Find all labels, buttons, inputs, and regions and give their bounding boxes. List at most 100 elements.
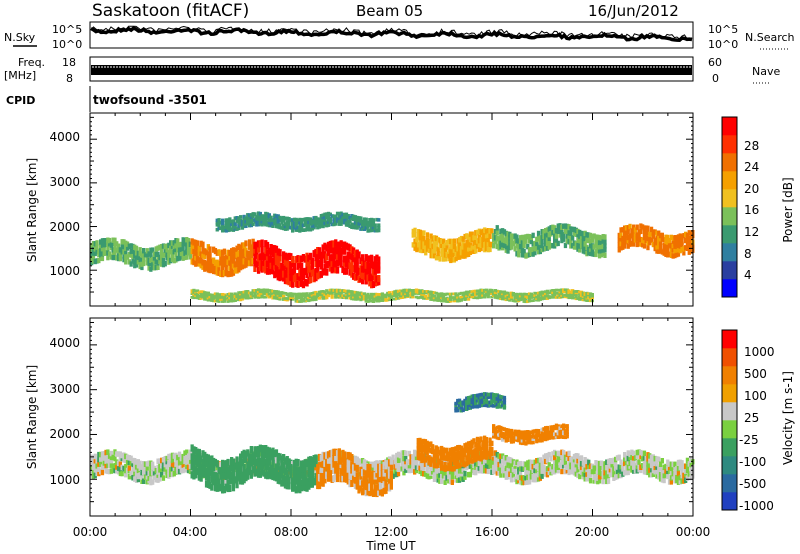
heatmap-cell (545, 294, 550, 298)
heatmap-cell (689, 234, 693, 240)
heatmap-cell (641, 242, 645, 248)
heatmap-cell (258, 295, 262, 299)
heatmap-cell (210, 261, 214, 268)
heatmap-cell (260, 445, 264, 453)
heatmap-cell (404, 288, 408, 292)
heatmap-cell (544, 453, 548, 459)
heatmap-cell (578, 298, 582, 301)
heatmap-cell (551, 291, 555, 294)
heatmap-cell (253, 220, 257, 224)
heatmap-cell (350, 297, 354, 301)
heatmap-cell (427, 292, 431, 295)
heatmap-cell (633, 462, 638, 469)
heatmap-cell (274, 449, 279, 457)
heatmap-cell (271, 267, 275, 275)
heatmap-cell (287, 464, 291, 472)
heatmap-cell (308, 276, 313, 284)
heatmap-cell (563, 468, 568, 475)
heatmap-cell (319, 221, 323, 225)
heatmap-cell (518, 294, 523, 298)
heatmap-cell (217, 466, 221, 475)
heatmap-cell (256, 259, 261, 267)
heatmap-cell (319, 262, 323, 270)
heatmap-cell (368, 483, 372, 491)
heatmap-cell (222, 471, 227, 480)
heatmap-cell (151, 470, 155, 476)
heatmap-cell (448, 292, 453, 296)
heatmap-cell (274, 295, 279, 299)
heatmap-cell (239, 249, 243, 256)
heatmap-cell (456, 243, 460, 249)
heatmap-cell (658, 232, 663, 239)
heatmap-cell (235, 267, 239, 274)
heatmap-cell (549, 242, 553, 249)
heatmap-cell (509, 471, 514, 478)
heatmap-cell (249, 220, 253, 224)
heatmap-cell (549, 289, 553, 293)
heatmap-cell (540, 246, 544, 253)
heatmap-cell (673, 474, 677, 480)
heatmap-cell (90, 251, 94, 257)
heatmap-cell (601, 238, 605, 244)
heatmap-cell (522, 248, 526, 254)
heatmap-cell (99, 456, 103, 462)
heatmap-cell (562, 294, 566, 297)
heatmap-cell (264, 288, 268, 292)
heatmap-cell (513, 468, 517, 474)
heatmap-cell (377, 483, 381, 491)
heatmap-cell (389, 296, 393, 300)
heatmap-cell (526, 460, 530, 466)
heatmap-cell (377, 299, 381, 303)
heatmap-cell (334, 294, 338, 297)
heatmap-cell (169, 257, 173, 264)
heatmap-cell (544, 471, 548, 477)
heatmap-cell (129, 455, 133, 462)
heatmap-cell (368, 262, 372, 270)
heatmap-cell (310, 257, 314, 265)
heatmap-cell (436, 292, 440, 296)
heatmap-cell (319, 454, 323, 462)
heatmap-cell (377, 223, 381, 227)
heatmap-cell (181, 467, 185, 474)
heatmap-cell (431, 457, 435, 463)
heatmap-cell (316, 219, 320, 224)
heatmap-cell (488, 446, 492, 453)
heatmap-cell (368, 255, 372, 263)
heatmap-cell (587, 299, 591, 302)
heatmap-cell (314, 220, 318, 224)
heatmap-cell (221, 218, 225, 223)
heatmap-cell (540, 290, 544, 294)
heatmap-cell (237, 224, 241, 228)
heatmap-cell (673, 247, 677, 254)
heatmap-cell (456, 254, 460, 260)
heatmap-cell (285, 297, 289, 300)
heatmap-cell (274, 290, 279, 293)
heatmap-cell (217, 269, 221, 276)
heatmap-cell (301, 460, 306, 468)
heatmap-cell (676, 474, 681, 481)
heatmap-cell (402, 450, 406, 456)
heatmap-cell (289, 253, 293, 261)
heatmap-cell (657, 474, 661, 480)
heatmap-cell (477, 294, 481, 298)
heatmap-cell (215, 269, 219, 276)
heatmap-cell (411, 289, 415, 292)
heatmap-cell (352, 217, 356, 222)
heatmap-cell (271, 472, 275, 481)
heatmap-cell (411, 232, 415, 238)
heatmap-cell (147, 257, 151, 264)
heatmap-cell (235, 251, 239, 258)
heatmap-cell (371, 477, 376, 485)
heatmap-cell (522, 300, 526, 303)
heatmap-cell (291, 223, 295, 228)
heatmap-cell (249, 223, 253, 228)
heatmap-cell (247, 243, 252, 250)
heatmap-cell (524, 295, 528, 298)
heatmap-cell (459, 246, 464, 252)
heatmap-cell (540, 464, 544, 471)
heatmap-cell (632, 450, 636, 457)
heatmap-cell (192, 254, 196, 261)
heatmap-cell (330, 462, 334, 471)
heatmap-cell (423, 448, 428, 454)
heatmap-cell (637, 449, 641, 455)
